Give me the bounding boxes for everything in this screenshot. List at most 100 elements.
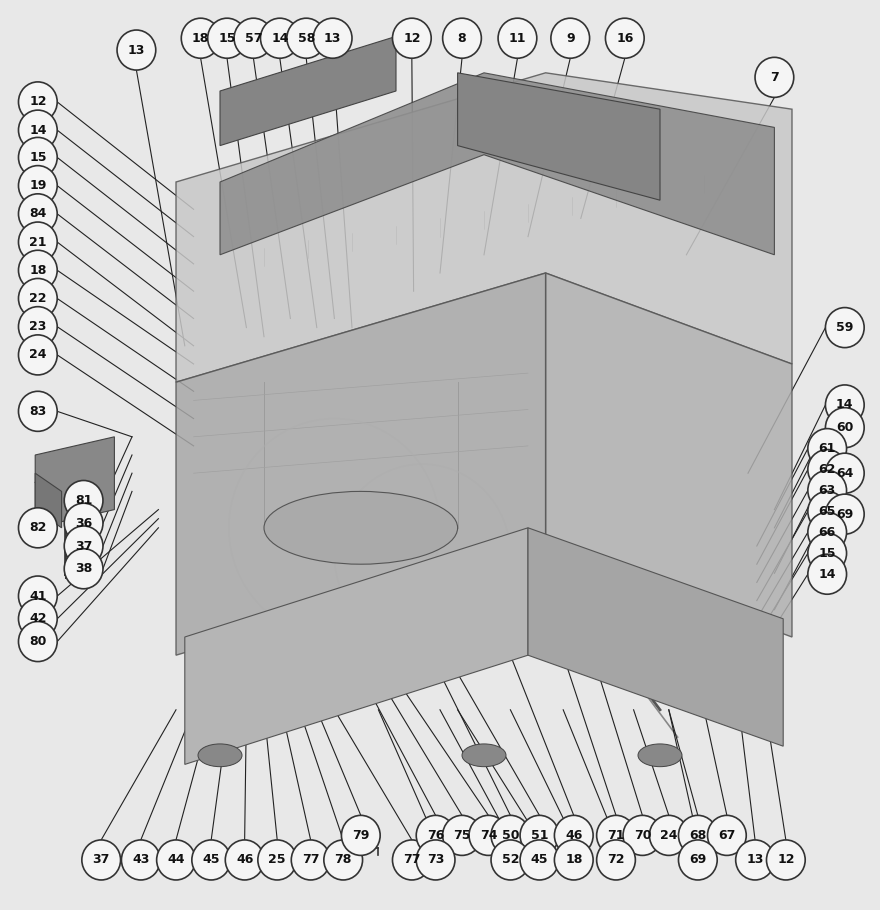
Text: 36: 36 (75, 517, 92, 530)
Circle shape (208, 18, 246, 58)
Circle shape (623, 815, 662, 855)
Text: 73: 73 (427, 854, 444, 866)
Circle shape (18, 137, 57, 177)
Circle shape (192, 840, 231, 880)
Circle shape (736, 840, 774, 880)
Circle shape (18, 194, 57, 234)
Text: 22: 22 (29, 292, 47, 305)
Circle shape (181, 18, 220, 58)
Text: 78: 78 (334, 854, 352, 866)
Text: 18: 18 (565, 854, 583, 866)
Circle shape (808, 450, 847, 490)
Text: 63: 63 (818, 484, 836, 497)
Text: 82: 82 (29, 521, 47, 534)
Polygon shape (185, 528, 528, 764)
Text: 15: 15 (29, 151, 47, 164)
Circle shape (18, 278, 57, 318)
Polygon shape (546, 273, 792, 637)
Circle shape (469, 815, 508, 855)
Text: 14: 14 (271, 32, 289, 45)
Circle shape (554, 840, 593, 880)
Text: 51: 51 (531, 829, 548, 842)
Circle shape (18, 391, 57, 431)
Text: 13: 13 (324, 32, 341, 45)
Circle shape (258, 840, 297, 880)
Circle shape (825, 494, 864, 534)
Polygon shape (220, 36, 396, 146)
Text: 41: 41 (29, 590, 47, 602)
Text: 45: 45 (531, 854, 548, 866)
Circle shape (491, 815, 530, 855)
Ellipse shape (198, 744, 242, 766)
Text: 23: 23 (29, 320, 47, 333)
Circle shape (808, 470, 847, 511)
Text: 7: 7 (770, 71, 779, 84)
Circle shape (825, 408, 864, 448)
Text: 69: 69 (836, 508, 854, 521)
Circle shape (18, 110, 57, 150)
Circle shape (234, 18, 273, 58)
Circle shape (605, 18, 644, 58)
Text: 50: 50 (502, 829, 519, 842)
Polygon shape (458, 73, 660, 200)
Text: 12: 12 (777, 854, 795, 866)
Circle shape (808, 533, 847, 573)
Text: 18: 18 (29, 264, 47, 277)
Circle shape (82, 840, 121, 880)
Circle shape (520, 840, 559, 880)
Circle shape (597, 840, 635, 880)
Text: 59: 59 (836, 321, 854, 334)
Circle shape (64, 480, 103, 521)
Circle shape (808, 512, 847, 552)
Text: 79: 79 (352, 829, 370, 842)
Text: 68: 68 (689, 829, 707, 842)
Circle shape (117, 30, 156, 70)
Text: 74: 74 (480, 829, 497, 842)
Circle shape (121, 840, 160, 880)
Circle shape (416, 840, 455, 880)
Circle shape (498, 18, 537, 58)
Ellipse shape (638, 744, 682, 766)
Text: 16: 16 (616, 32, 634, 45)
Text: 45: 45 (202, 854, 220, 866)
Polygon shape (176, 73, 792, 382)
Circle shape (443, 815, 481, 855)
Circle shape (18, 508, 57, 548)
Circle shape (597, 815, 635, 855)
Circle shape (678, 840, 717, 880)
Text: 15: 15 (818, 547, 836, 560)
Text: 18: 18 (192, 32, 209, 45)
Text: 64: 64 (836, 467, 854, 480)
Circle shape (18, 166, 57, 206)
Text: 57: 57 (245, 32, 262, 45)
Circle shape (491, 840, 530, 880)
Circle shape (64, 549, 103, 589)
Text: 21: 21 (29, 236, 47, 248)
Text: 43: 43 (132, 854, 150, 866)
Circle shape (18, 599, 57, 639)
Text: 77: 77 (302, 854, 319, 866)
Text: 61: 61 (818, 442, 836, 455)
Circle shape (18, 222, 57, 262)
Circle shape (291, 840, 330, 880)
Circle shape (825, 308, 864, 348)
Text: 71: 71 (607, 829, 625, 842)
Text: 77: 77 (403, 854, 421, 866)
Circle shape (766, 840, 805, 880)
Text: 12: 12 (403, 32, 421, 45)
Polygon shape (220, 73, 774, 255)
Text: 72: 72 (607, 854, 625, 866)
Circle shape (392, 18, 431, 58)
Circle shape (708, 815, 746, 855)
Text: 24: 24 (660, 829, 678, 842)
Circle shape (18, 82, 57, 122)
Circle shape (416, 815, 455, 855)
Text: 46: 46 (565, 829, 583, 842)
Text: 38: 38 (75, 562, 92, 575)
Circle shape (341, 815, 380, 855)
Ellipse shape (462, 744, 506, 766)
Polygon shape (528, 528, 783, 746)
Circle shape (551, 18, 590, 58)
Text: 9: 9 (566, 32, 575, 45)
Polygon shape (35, 473, 62, 528)
